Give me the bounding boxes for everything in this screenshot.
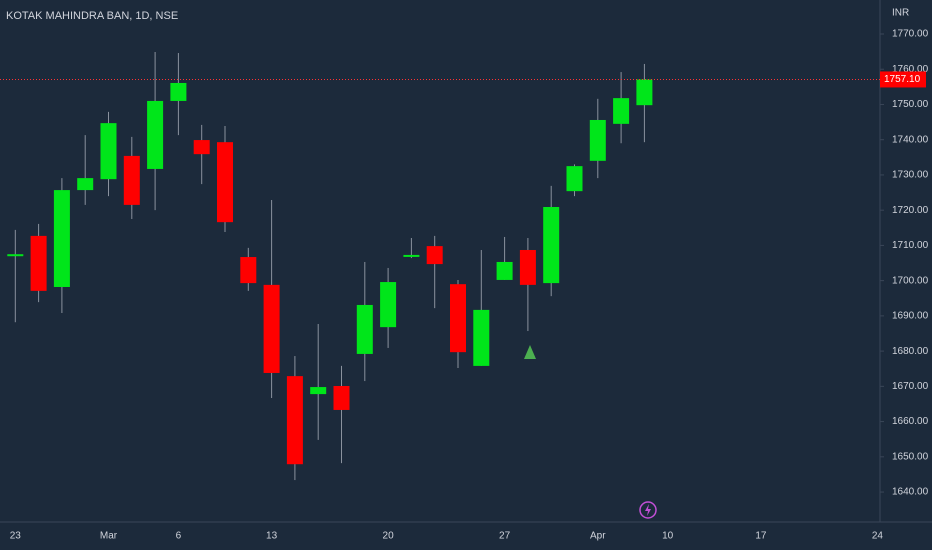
y-tick-label: 1760.00 (892, 64, 929, 75)
x-tick-label: 13 (266, 531, 278, 542)
x-tick-label: 23 (10, 531, 22, 542)
x-tick-label: Apr (590, 531, 606, 542)
candle-body (589, 119, 606, 161)
signal-marker (524, 345, 536, 359)
candle-body (7, 254, 24, 257)
x-tick-label: 6 (176, 531, 182, 542)
candle-body (123, 155, 140, 205)
y-tick-label: 1730.00 (892, 170, 929, 181)
y-tick-label: 1700.00 (892, 275, 929, 286)
candle-body (473, 309, 490, 366)
x-tick-label: 20 (383, 531, 395, 542)
y-axis-label: INR (892, 8, 909, 19)
candle-body (613, 98, 630, 124)
candle-body (333, 385, 350, 410)
candle-body (543, 207, 560, 284)
candle-body (286, 376, 303, 465)
candle-body (566, 166, 583, 192)
candle-body (30, 235, 47, 291)
candle-body (170, 82, 187, 101)
y-tick-label: 1720.00 (892, 205, 929, 216)
y-tick-label: 1640.00 (892, 487, 929, 498)
y-tick-label: 1710.00 (892, 240, 929, 251)
candle-body (77, 178, 94, 191)
y-tick-label: 1660.00 (892, 416, 929, 427)
y-tick-label: 1740.00 (892, 134, 929, 145)
candle-body (356, 304, 373, 354)
last-price-badge (880, 71, 926, 88)
event-icon (639, 501, 657, 519)
y-tick-label: 1750.00 (892, 99, 929, 110)
candle-body (310, 387, 327, 395)
x-tick-label: 10 (662, 531, 674, 542)
candle-body (450, 284, 466, 353)
x-tick-label: 17 (755, 531, 767, 542)
y-tick-label: 1670.00 (892, 381, 929, 392)
chart-title: KOTAK MAHINDRA BAN, 1D, NSE (6, 10, 178, 22)
candle-body (193, 140, 210, 155)
x-tick-label: 24 (872, 531, 884, 542)
candle-body (380, 282, 397, 328)
candle-body (53, 190, 70, 287)
event-icon-bolt (645, 504, 651, 516)
candle-body (100, 123, 117, 180)
y-tick-label: 1650.00 (892, 451, 929, 462)
x-tick-label: 27 (499, 531, 511, 542)
candle-body (263, 284, 280, 373)
candle-body (496, 261, 513, 280)
candle-body (636, 79, 653, 106)
y-tick-label: 1680.00 (892, 346, 929, 357)
last-price-label: 1757.10 (884, 74, 921, 85)
candle-body (426, 246, 443, 265)
candle-body (403, 254, 420, 257)
y-tick-label: 1690.00 (892, 311, 929, 322)
candle-body (147, 100, 164, 169)
candle-body (217, 142, 233, 223)
x-tick-label: Mar (100, 531, 118, 542)
candle-body (240, 257, 257, 284)
y-tick-label: 1770.00 (892, 29, 929, 40)
candle-body (519, 249, 536, 285)
